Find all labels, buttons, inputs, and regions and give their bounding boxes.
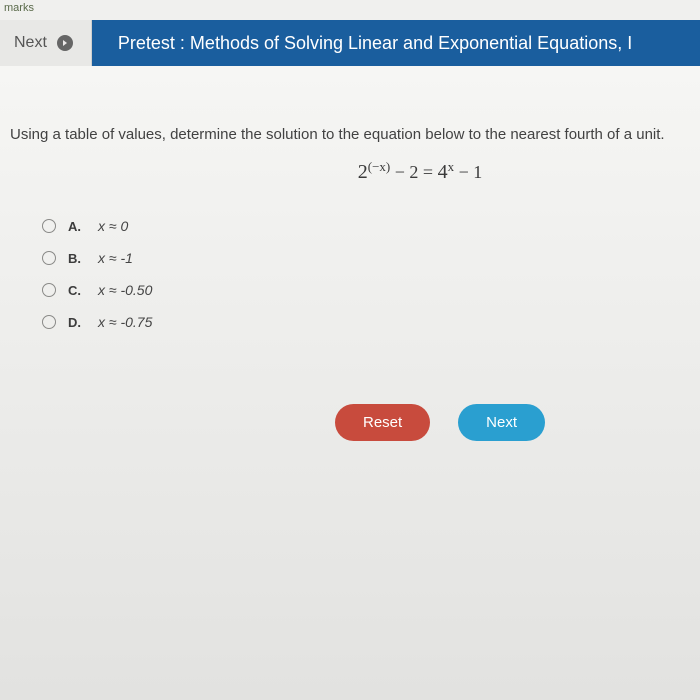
option-value: x ≈ -0.50: [98, 282, 152, 298]
content-area: Using a table of values, determine the s…: [0, 66, 700, 441]
eq-rhs-base: 4: [438, 161, 448, 183]
next-tab-label: Next: [14, 34, 47, 52]
pretest-title: Pretest : Methods of Solving Linear and …: [118, 33, 632, 54]
button-row: Reset Next: [6, 404, 694, 441]
bookmarks-label: marks: [4, 2, 34, 14]
next-tab[interactable]: Next: [0, 20, 92, 66]
equation: 2(−x) − 2 = 4x − 1: [6, 159, 694, 184]
radio-icon[interactable]: [42, 251, 56, 265]
eq-lhs-exp: (−x): [368, 159, 391, 174]
option-b[interactable]: B. x ≈ -1: [42, 250, 694, 266]
title-bar: Next Pretest : Methods of Solving Linear…: [0, 20, 700, 66]
pretest-title-bar: Pretest : Methods of Solving Linear and …: [92, 20, 700, 66]
option-letter: D.: [68, 315, 86, 330]
radio-icon[interactable]: [42, 219, 56, 233]
eq-rhs-tail: − 1: [454, 162, 482, 182]
option-a[interactable]: A. x ≈ 0: [42, 218, 694, 234]
arrow-right-circle-icon: [57, 35, 73, 51]
eq-lhs-base: 2: [358, 161, 368, 183]
question-prompt: Using a table of values, determine the s…: [6, 126, 694, 143]
option-value: x ≈ -1: [98, 250, 133, 266]
next-button[interactable]: Next: [458, 404, 545, 441]
reset-button[interactable]: Reset: [335, 404, 430, 441]
option-c[interactable]: C. x ≈ -0.50: [42, 282, 694, 298]
radio-icon[interactable]: [42, 315, 56, 329]
option-letter: C.: [68, 283, 86, 298]
option-value: x ≈ -0.75: [98, 314, 152, 330]
eq-equals: =: [418, 162, 437, 182]
eq-lhs-tail: − 2: [390, 162, 418, 182]
option-letter: B.: [68, 251, 86, 266]
radio-icon[interactable]: [42, 283, 56, 297]
option-value: x ≈ 0: [98, 218, 128, 234]
answer-options: A. x ≈ 0 B. x ≈ -1 C. x ≈ -0.50 D. x ≈ -…: [6, 218, 694, 330]
bookmarks-bar: marks: [0, 0, 700, 20]
option-letter: A.: [68, 219, 86, 234]
option-d[interactable]: D. x ≈ -0.75: [42, 314, 694, 330]
